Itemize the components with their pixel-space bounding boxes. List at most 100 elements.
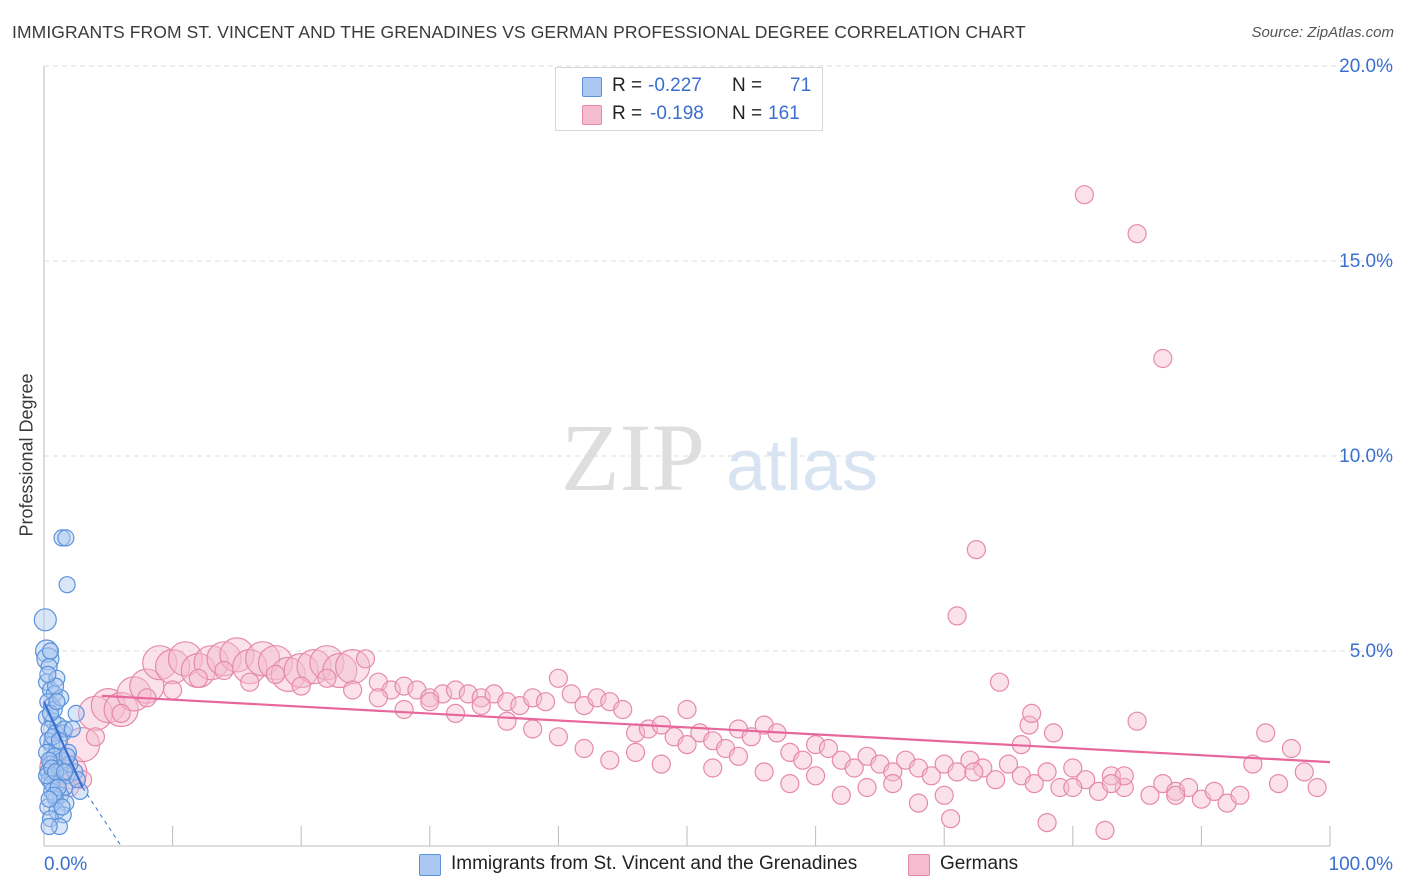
germans-point [1268,773,1289,794]
germans-point [111,703,131,724]
series1-r-value: -0.227 [648,75,702,96]
germans-point [535,692,556,712]
germans-point [600,750,620,770]
germans-point [1037,812,1057,833]
tick-labels: 5.0% 10.0% 15.0% 20.0% 0.0% 100.0% [44,56,1393,875]
germans-point [613,699,633,720]
germans-point [1024,773,1044,794]
germans-point [818,738,839,759]
immigrants-point [67,704,85,723]
germans-point [703,758,723,778]
y-tick-label: 5.0% [1350,641,1393,662]
x-tick-label-min: 0.0% [44,854,87,875]
stats-legend: R = -0.227 N = 71 R = -0.198 N = 161 [555,67,823,131]
germans-point [1204,781,1224,802]
gridlines [43,65,1392,846]
y-tick-label: 10.0% [1339,446,1393,467]
germans-point [1140,785,1160,805]
germans-point [471,688,491,708]
series2-n-value: 161 [768,103,800,124]
germans-point [1307,777,1327,798]
germans-point [844,758,864,778]
immigrants-point [53,798,71,816]
germans-point [831,785,851,805]
trend-lines [42,694,1331,847]
germans-point [677,699,697,720]
immigrants-point [39,665,57,684]
germans-point [651,754,671,774]
chart-title: IMMIGRANTS FROM ST. VINCENT AND THE GREN… [12,22,1026,42]
germans-point [163,680,183,700]
germans-point [883,773,903,794]
immigrants-trend-line [42,701,84,788]
immigrants-point [40,790,58,808]
legend-item-series1[interactable]: Immigrants from St. Vincent and the Gren… [419,851,889,877]
germans-point [1074,185,1094,205]
germans-point [780,773,800,794]
germans-point [805,734,826,755]
germans-point [368,688,388,708]
germans-point [998,754,1019,774]
germans-point [1037,762,1057,782]
germans-point [1127,711,1147,731]
germans-point [921,766,941,786]
germans-point [561,684,581,704]
germans-point [394,676,414,696]
germans-point [1101,773,1121,794]
series1-r-label: R = [612,75,643,96]
germans-point [343,680,363,700]
immigrants-point [63,720,81,738]
stats-row-series2: R = -0.198 N = 161 [556,100,822,128]
series1-swatch [582,77,602,97]
germans-point [214,660,234,681]
germans-point [1281,738,1302,759]
immigrants-trend-extension [82,787,122,847]
germans-points [39,185,1327,841]
germans-point [523,688,543,708]
y-tick-label: 20.0% [1339,56,1393,77]
germans-point [445,703,466,724]
series2-n-label: N = [732,103,763,124]
immigrants-point [57,529,75,547]
watermark-atlas: atlas [726,426,878,506]
immigrants-point [58,576,76,594]
germans-point [265,664,286,685]
germans-point [445,680,466,700]
germans-point [947,762,967,782]
germans-point [458,684,478,704]
germans-point [548,727,569,747]
germans-point [728,746,749,766]
germans-point [741,727,761,747]
germans-point [857,777,877,798]
germans-point [1153,348,1173,369]
germans-point [754,762,774,782]
immigrants-point [41,642,60,660]
germans-point [471,695,491,716]
germans-point [497,711,517,731]
germans-point [245,641,281,677]
germans-point [85,727,106,747]
series1-n-value: 71 [790,75,812,96]
germans-point [934,785,954,805]
germans-point [964,762,984,782]
germans-point [677,734,697,755]
germans-point [355,649,376,669]
series1-n-label: N = [732,75,763,96]
germans-point [793,750,813,770]
germans-point [908,793,929,813]
germans-point [523,719,543,739]
germans-point [1166,785,1186,805]
germans-point [240,672,260,692]
series2-r-label: R = [612,103,643,124]
series2-r-value: -0.198 [650,103,704,124]
germans-trend-line [101,694,1331,764]
germans-point [986,770,1006,790]
watermark: ZIP atlas [561,404,878,511]
legend-swatch-series1 [419,854,441,876]
germans-point [941,809,961,829]
stats-row-series1: R = -0.227 N = 71 [556,72,822,100]
germans-point [1019,715,1039,735]
germans-point [548,668,569,688]
legend-item-series2[interactable]: Germans [908,851,1038,877]
